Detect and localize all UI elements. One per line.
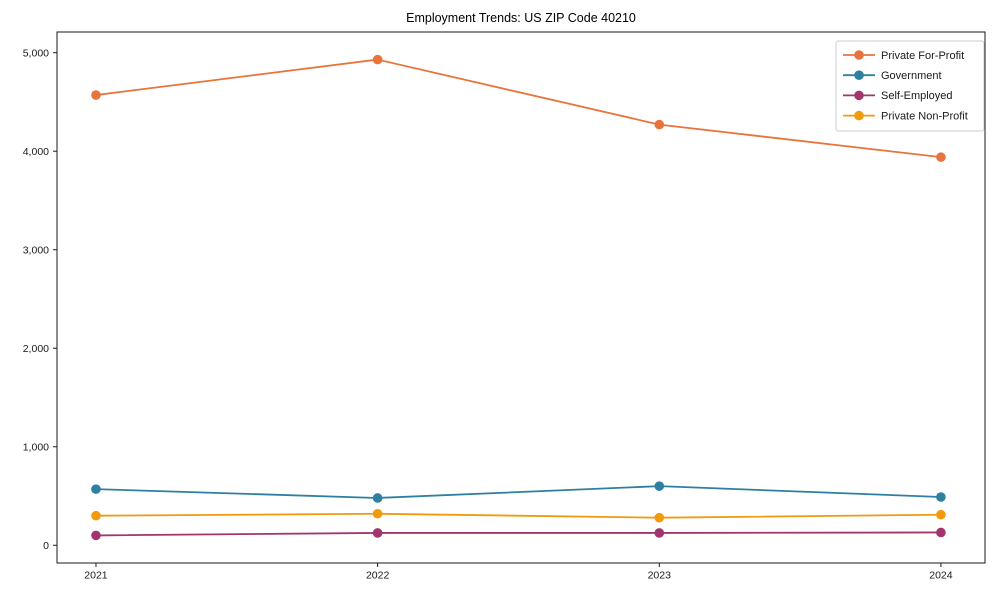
x-axis-tick-label: 2022 <box>366 570 390 582</box>
y-axis-tick-label: 0 <box>43 540 49 552</box>
y-axis-tick-label: 5,000 <box>23 47 49 59</box>
series-line-government <box>95 485 941 499</box>
data-point-private-for-profit <box>654 119 665 130</box>
legend-label: Private Non-Profit <box>881 110 968 122</box>
legend-sample-marker <box>854 70 864 80</box>
legend-label: Government <box>881 70 942 82</box>
data-point-private-non-profit <box>372 508 383 519</box>
chart-title: Employment Trends: US ZIP Code 40210 <box>406 11 636 25</box>
data-point-self-employed <box>372 528 383 538</box>
x-axis-tick-label: 2021 <box>84 570 108 582</box>
data-point-government <box>91 484 101 494</box>
data-point-self-employed <box>91 530 101 541</box>
y-axis-tick-label: 2,000 <box>23 343 49 355</box>
data-point-private-for-profit <box>91 90 101 100</box>
legend-label: Self-Employed <box>881 90 953 102</box>
data-point-private-for-profit <box>936 152 946 162</box>
y-axis-tick-label: 4,000 <box>23 146 49 158</box>
legend-sample-marker <box>854 90 864 101</box>
data-point-private-non-profit <box>654 512 665 523</box>
series-line-private-for-profit <box>95 58 942 159</box>
x-axis-tick-label: 2023 <box>648 570 672 582</box>
data-point-government <box>936 492 946 502</box>
legend-sample-marker <box>854 50 864 60</box>
x-axis-tick-label: 2024 <box>929 570 953 582</box>
data-point-self-employed <box>936 527 946 538</box>
data-point-government <box>372 493 383 503</box>
legend-label: Private For-Profit <box>881 50 964 62</box>
data-point-self-employed <box>654 528 665 538</box>
legend-box <box>835 40 985 132</box>
data-point-private-non-profit <box>936 509 946 520</box>
series-line-private-non-profit <box>95 512 941 519</box>
data-point-private-non-profit <box>91 510 101 521</box>
data-point-government <box>654 481 665 491</box>
series-line-self-employed <box>95 531 941 537</box>
plot-border <box>56 31 986 564</box>
y-axis-tick-label: 1,000 <box>23 441 49 453</box>
y-axis-tick-label: 3,000 <box>23 244 49 256</box>
legend-sample-marker <box>854 110 864 121</box>
data-point-private-for-profit <box>372 54 383 65</box>
